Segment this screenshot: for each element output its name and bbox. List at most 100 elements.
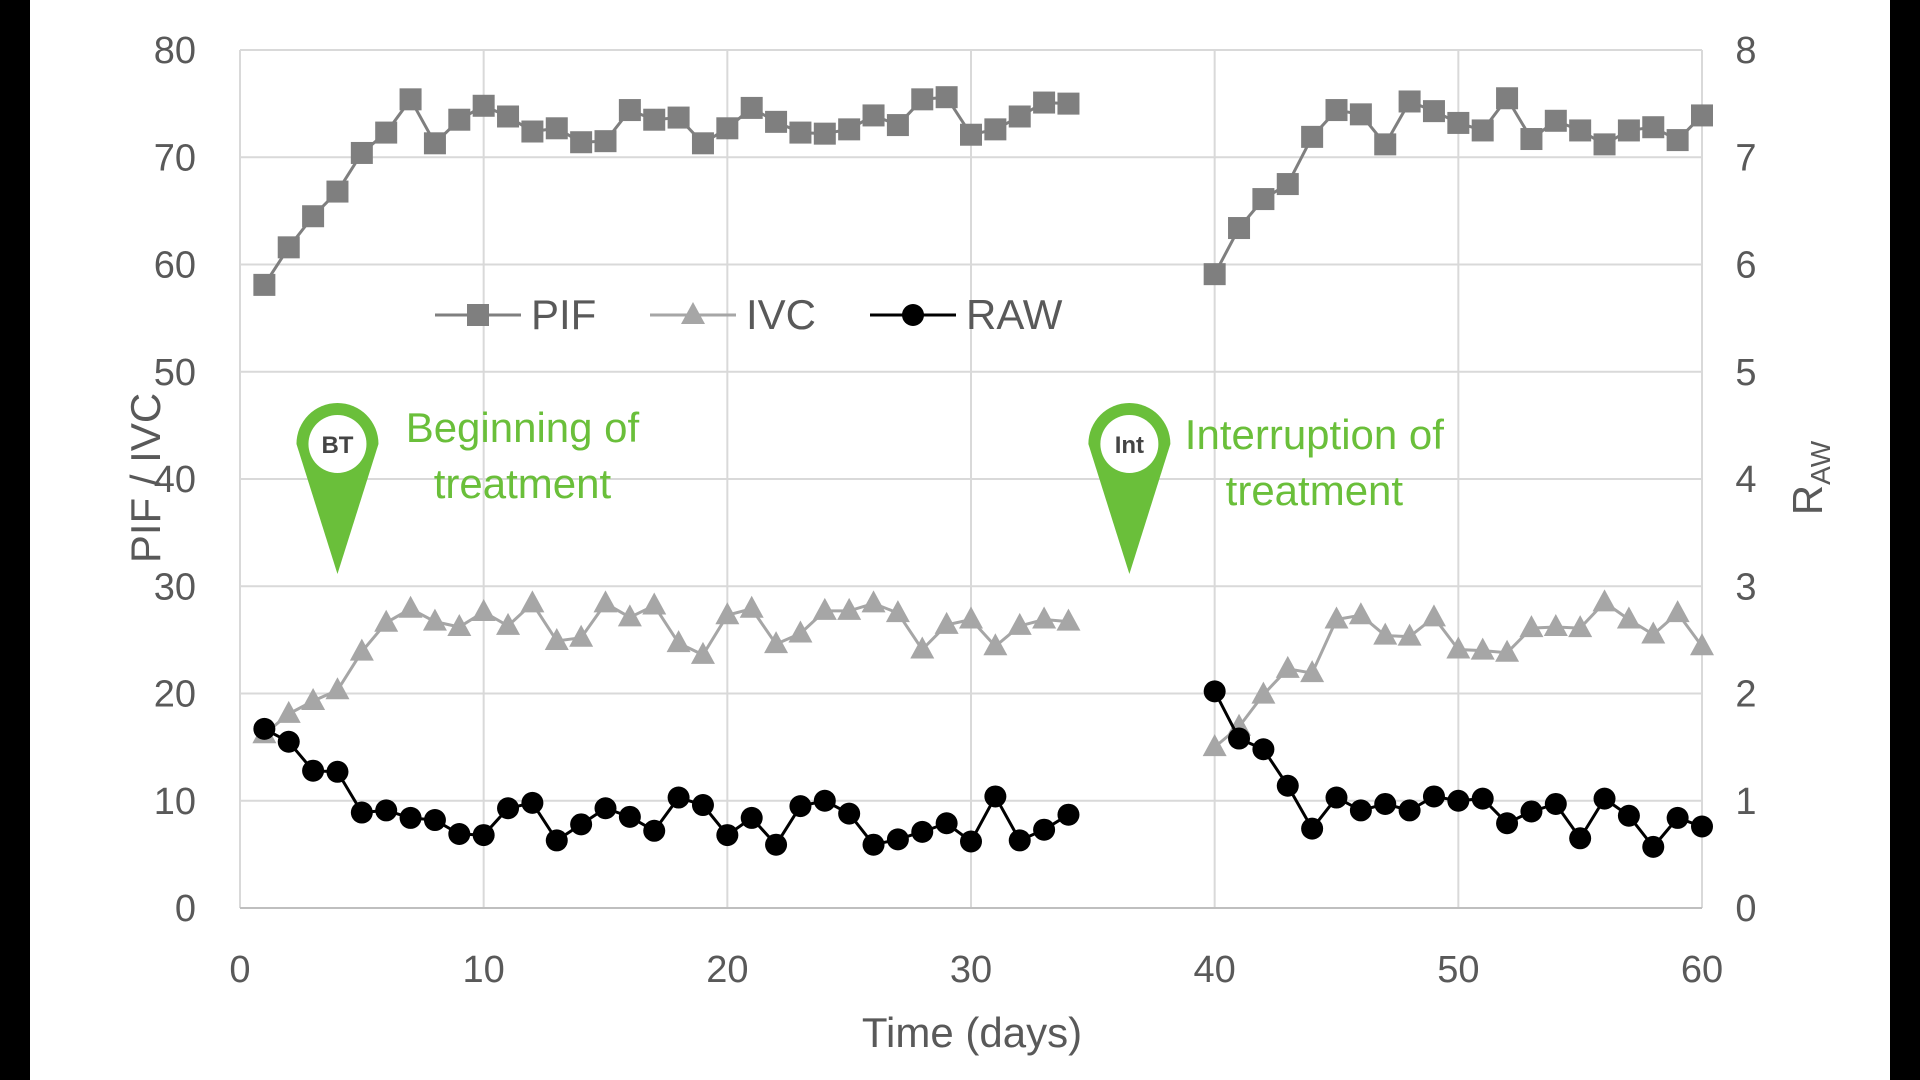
data-point-pif	[618, 99, 641, 122]
data-point-ivc	[837, 597, 862, 620]
y-left-tick-label: 70	[154, 137, 196, 179]
y-axis-left-title: PIF / IVC	[122, 393, 169, 563]
data-point-ivc	[1641, 621, 1666, 644]
data-point-ivc	[812, 597, 837, 620]
grid	[239, 49, 1703, 909]
data-point-pif	[1276, 173, 1299, 196]
data-point-pif	[1349, 103, 1372, 126]
data-point-ivc	[983, 633, 1008, 656]
data-point-pif	[984, 118, 1007, 141]
annotations: BT Beginning of treatment Int Interruption o…	[296, 402, 1444, 574]
data-point-pif	[1057, 92, 1080, 115]
data-point-pif	[1301, 125, 1324, 148]
data-point-pif	[740, 96, 763, 119]
y-left-tick-label: 30	[154, 566, 196, 608]
data-point-raw	[448, 822, 471, 845]
data-point-raw	[765, 833, 788, 856]
data-point-raw	[1228, 727, 1251, 750]
data-point-ivc	[617, 604, 642, 627]
chart-frame: 0 10 20 30 40 50 60 0 10 20 30 40 50 60 70 80 0 1 2 3 4 5 6 7 8 …	[30, 0, 1890, 1080]
data-point-raw	[789, 795, 812, 818]
legend-label-raw: RAW	[966, 291, 1063, 338]
data-point-ivc	[1421, 604, 1446, 627]
data-point-raw	[984, 785, 1007, 808]
series-layer	[252, 86, 1714, 858]
data-point-pif	[667, 106, 690, 129]
data-point-raw	[1398, 799, 1421, 822]
data-point-ivc	[349, 638, 374, 661]
data-point-raw	[350, 801, 373, 824]
x-tick-label: 20	[706, 949, 748, 991]
data-point-pif	[1008, 105, 1031, 128]
x-tick-label: 30	[950, 949, 992, 991]
x-tick-label: 60	[1681, 949, 1723, 991]
data-point-pif	[594, 130, 617, 153]
y-right-tick-label: 8	[1735, 30, 1756, 72]
data-point-ivc	[301, 688, 326, 711]
data-point-ivc	[1348, 602, 1373, 625]
data-point-pif	[1691, 104, 1713, 127]
data-point-raw	[1252, 738, 1275, 761]
data-point-raw	[570, 813, 593, 836]
y-left-tick-label: 50	[154, 352, 196, 394]
data-point-pif	[521, 120, 544, 143]
data-point-raw	[911, 820, 934, 843]
data-point-ivc	[374, 609, 399, 632]
y-axis-right-title-sub: AW	[1805, 440, 1836, 485]
data-point-ivc	[1568, 615, 1593, 638]
legend: PIF IVC RAW	[435, 291, 1063, 338]
data-point-raw	[1691, 815, 1713, 838]
data-point-pif	[691, 132, 714, 155]
data-point-pif	[1398, 90, 1421, 113]
data-point-ivc	[276, 700, 301, 723]
data-point-ivc	[1470, 637, 1495, 660]
legend-marker-ivc	[681, 302, 705, 324]
data-point-raw	[545, 829, 568, 852]
x-tick-label: 10	[463, 949, 505, 991]
data-point-pif	[1325, 99, 1348, 122]
data-point-ivc	[447, 614, 472, 637]
data-point-ivc	[959, 606, 983, 629]
y-left-tick-label: 40	[154, 459, 196, 501]
data-point-pif	[1033, 91, 1056, 114]
data-point-pif	[1228, 217, 1251, 240]
data-point-raw	[1593, 787, 1616, 810]
data-point-raw	[1617, 804, 1640, 827]
data-point-pif	[813, 122, 836, 145]
data-point-ivc	[1397, 623, 1422, 646]
pin-inner-circle	[308, 415, 367, 473]
annotation-text-line2: treatment	[1226, 467, 1404, 514]
series-line-ivc	[263, 601, 1069, 736]
y-right-tick-label: 4	[1735, 459, 1756, 501]
data-point-ivc	[1373, 622, 1398, 645]
data-point-ivc	[520, 590, 545, 613]
annotation-text-line1: Interruption of	[1185, 411, 1444, 458]
data-point-ivc	[1519, 615, 1544, 638]
data-point-pif	[399, 88, 422, 111]
data-point-pif	[1422, 100, 1445, 123]
data-point-pif	[545, 117, 568, 140]
data-point-pif	[1569, 119, 1592, 142]
data-point-raw	[740, 806, 763, 829]
y-right-tick-label: 7	[1735, 137, 1756, 179]
data-point-raw	[302, 759, 325, 782]
data-point-ivc	[910, 636, 935, 659]
data-point-ivc	[1275, 655, 1300, 678]
pin-inner-circle	[1100, 415, 1159, 473]
data-point-pif	[448, 108, 471, 131]
data-point-raw	[643, 819, 666, 842]
y-left-tick-label: 60	[154, 245, 196, 287]
data-point-ivc	[1056, 608, 1081, 631]
data-point-pif	[423, 132, 446, 155]
y-axis-right-title: RAW	[1784, 440, 1836, 515]
data-point-raw	[667, 786, 690, 809]
y-left-tick-label: 10	[154, 781, 196, 823]
data-point-pif	[277, 236, 300, 259]
data-point-ivc	[764, 631, 789, 654]
data-point-ivc	[739, 595, 764, 618]
series-pif	[253, 86, 1713, 296]
data-point-raw	[1057, 803, 1080, 826]
data-point-ivc	[1543, 614, 1568, 637]
data-point-raw	[1033, 818, 1056, 841]
data-point-raw	[862, 833, 885, 856]
